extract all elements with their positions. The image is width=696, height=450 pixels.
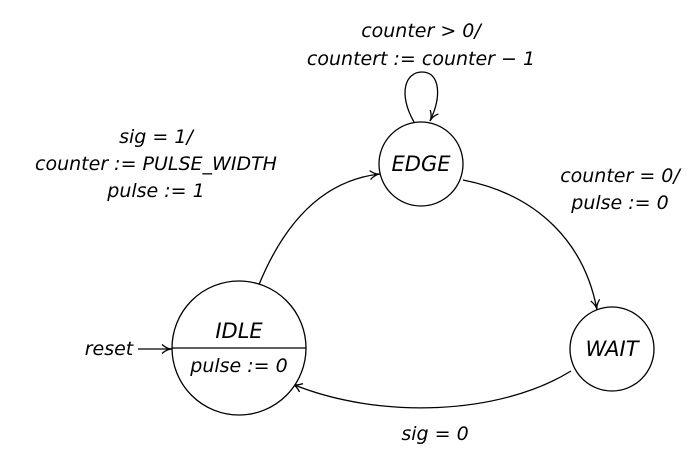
label-self-loop-line1: counter > 0/ [361, 20, 483, 42]
label-idle-to-edge: sig = 1/ counter := PULSE_WIDTH pulse :=… [35, 126, 277, 202]
label-edge-to-wait: counter = 0/ pulse := 0 [560, 165, 682, 214]
label-idle-to-edge-line3: pulse := 1 [106, 180, 204, 202]
state-edge-name: EDGE [392, 152, 452, 176]
state-idle: IDLE pulse := 0 [171, 280, 307, 416]
transition-wait-to-idle [291, 370, 572, 409]
label-edge-to-wait-line1: counter = 0/ [560, 165, 682, 187]
label-idle-to-edge-line1: sig = 1/ [119, 126, 195, 148]
state-edge: EDGE [378, 121, 464, 207]
label-idle-to-edge-line2: counter := PULSE_WIDTH [35, 153, 277, 175]
reset-label: reset [85, 338, 135, 360]
label-self-loop-line2: countert := counter − 1 [307, 48, 535, 70]
label-wait-to-idle: sig = 0 [401, 423, 468, 445]
label-edge-to-wait-line2: pulse := 0 [570, 192, 668, 214]
transition-idle-to-edge [257, 170, 381, 288]
state-idle-name: IDLE [215, 319, 263, 343]
label-self-loop: counter > 0/ countert := counter − 1 [307, 20, 535, 70]
state-wait-name: WAIT [585, 337, 640, 361]
transition-edge-to-wait [462, 179, 601, 311]
state-idle-action: pulse := 0 [189, 355, 287, 377]
state-wait: WAIT [569, 306, 655, 392]
transition-edge-self-loop [404, 71, 439, 123]
